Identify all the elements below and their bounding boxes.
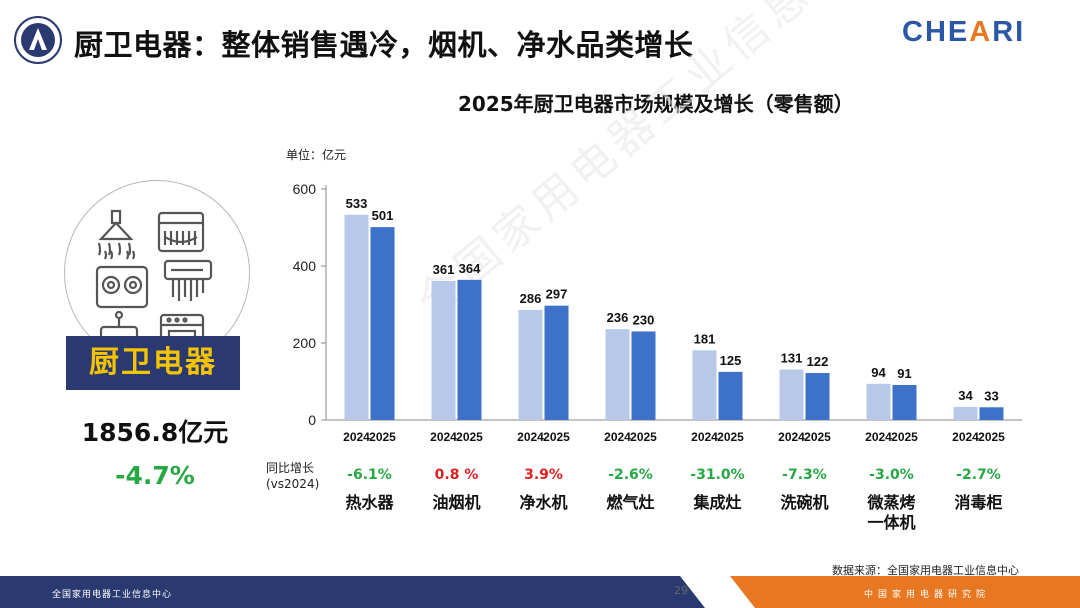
category-label: 集成灶 (693, 493, 742, 512)
y-tick-label: 600 (293, 181, 317, 197)
unit-label: 单位：亿元 (286, 148, 347, 162)
x-tick-label: 2025 (543, 430, 570, 444)
total-market-growth: -4.7% (115, 461, 195, 490)
category-label: 洗碗机 (780, 493, 829, 512)
page-title: 厨卫电器：整体销售遇冷，烟机、净水品类增长 (74, 28, 694, 62)
growth-value: -6.1% (347, 467, 392, 483)
x-tick-label: 2025 (891, 430, 918, 444)
x-tick-label: 2025 (369, 430, 396, 444)
total-market-value: 1856.8亿元 (81, 418, 229, 447)
water-heater-icon (163, 259, 213, 301)
institute-emblem-icon (14, 16, 62, 64)
x-tick-label: 2024 (430, 430, 457, 444)
bar-2025 (370, 227, 395, 420)
x-tick-label: 2025 (630, 430, 657, 444)
x-tick-label: 2024 (604, 430, 631, 444)
bar-2025 (979, 407, 1004, 420)
category-label: 燃气灶 (606, 493, 655, 512)
bar-value-label: 501 (372, 208, 394, 223)
growth-value: 3.9% (524, 467, 563, 483)
bar-2025 (631, 331, 656, 420)
brand-logo: CHEARI (902, 16, 1025, 49)
range-hood-icon (97, 209, 134, 256)
footer: 全国家用电器工业信息中心 29 中国家用电器研究院 (0, 576, 1080, 608)
data-source: 数据来源：全国家用电器工业信息中心 (832, 564, 1019, 577)
category-label: 消毒柜 (954, 493, 1003, 512)
x-tick-label: 2024 (343, 430, 370, 444)
gas-stove-icon (95, 250, 149, 309)
bar-value-label: 533 (346, 196, 368, 211)
x-tick-label: 2024 (952, 430, 979, 444)
category-banner: 厨卫电器 (66, 336, 240, 390)
bar-value-label: 33 (984, 388, 998, 403)
growth-value: -2.6% (608, 467, 653, 483)
bar-value-label: 125 (720, 353, 742, 368)
category-label: 油烟机 (432, 493, 481, 512)
x-tick-label: 2024 (865, 430, 892, 444)
appliance-icons (95, 209, 213, 353)
footer-left-text: 全国家用电器工业信息中心 (52, 590, 173, 600)
appliance-icons-circle (64, 180, 250, 366)
bar-2024 (779, 369, 804, 420)
bar-value-label: 131 (781, 351, 803, 366)
bar-2024 (518, 309, 543, 420)
category-label: 净水机 (519, 493, 568, 512)
category-summary-panel: 厨卫电器 1856.8亿元 -4.7% (0, 150, 300, 510)
x-tick-label: 2025 (978, 430, 1005, 444)
bar-2025 (718, 371, 743, 420)
bar-value-label: 94 (871, 365, 886, 380)
x-tick-label: 2025 (717, 430, 744, 444)
footer-band (0, 576, 1080, 608)
bar-2025 (457, 279, 482, 420)
bar-2025 (892, 384, 917, 420)
y-tick-label: 400 (293, 258, 317, 274)
bar-value-label: 236 (607, 310, 629, 325)
growth-value: -3.0% (869, 467, 914, 483)
footer-right-text: 中国家用电器研究院 (864, 590, 991, 600)
bar-2024 (431, 281, 456, 420)
bar-2024 (605, 329, 630, 420)
bar-value-label: 361 (433, 262, 455, 277)
category-label: 热水器 (345, 493, 394, 512)
bar-value-label: 364 (459, 261, 481, 276)
growth-value: -2.7% (956, 467, 1001, 483)
bar-value-label: 297 (546, 287, 568, 302)
brand-logo-prefix: CHE (902, 16, 970, 48)
bar-value-label: 34 (958, 388, 973, 403)
growth-value: 0.8 % (434, 467, 479, 483)
chart-title: 2025年厨卫电器市场规模及增长（零售额） (458, 92, 854, 116)
bar-value-label: 181 (694, 331, 716, 346)
bar-value-label: 122 (807, 354, 829, 369)
bar-2025 (544, 305, 569, 420)
bar-2024 (344, 214, 369, 420)
growth-value: -7.3% (782, 467, 827, 483)
page-number: 29 (674, 584, 688, 597)
bar-value-label: 230 (633, 312, 655, 327)
brand-logo-suffix: RI (992, 16, 1026, 48)
bar-2025 (805, 373, 830, 420)
x-tick-label: 2024 (517, 430, 544, 444)
bar-2024 (692, 350, 717, 420)
bar-2024 (866, 383, 891, 420)
bar-value-label: 91 (897, 366, 911, 381)
bar-2024 (953, 406, 978, 420)
growth-value: -31.0% (690, 467, 745, 483)
x-tick-label: 2024 (691, 430, 718, 444)
x-tick-label: 2025 (804, 430, 831, 444)
category-label: 微蒸烤 一体机 (867, 493, 916, 532)
y-tick-label: 200 (293, 335, 317, 351)
x-tick-label: 2024 (778, 430, 805, 444)
dishwasher-icon (157, 211, 205, 253)
y-tick-label: 0 (308, 412, 316, 428)
bar-value-label: 286 (520, 291, 542, 306)
x-tick-label: 2025 (456, 430, 483, 444)
header: 厨卫电器：整体销售遇冷，烟机、净水品类增长 CHEARI (0, 0, 1080, 78)
brand-logo-accent: A (969, 16, 993, 48)
growth-caption: 同比增长 (vs2024) (266, 461, 320, 491)
